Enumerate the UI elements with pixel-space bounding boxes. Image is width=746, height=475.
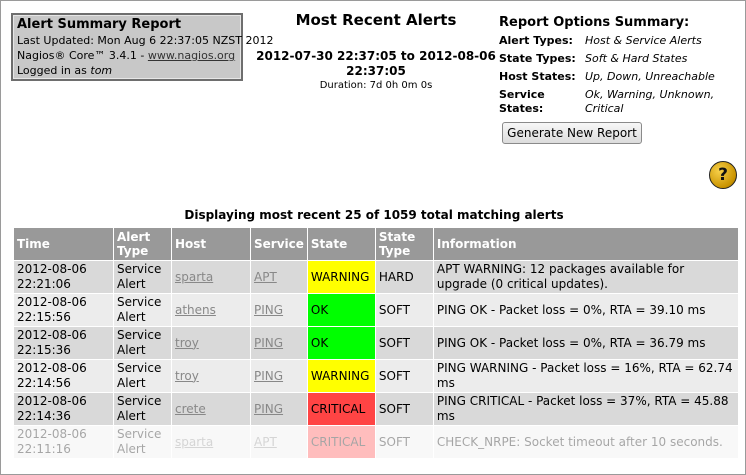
cell-information: PING CRITICAL - Packet loss = 37%, RTA =…: [432, 392, 740, 426]
host-link[interactable]: athens: [171, 293, 251, 327]
cell-time: 2012-08-06 22:14:56: [13, 359, 114, 393]
state-badge: CRITICAL: [306, 425, 376, 459]
option-key: Service States:: [499, 88, 545, 115]
option-row-alert-types: Alert Types: Host & Service Alerts: [499, 34, 739, 48]
results-summary: Displaying most recent 25 of 1059 total …: [184, 208, 564, 222]
table-header-row: Time Alert Type Host Service State State…: [13, 227, 740, 261]
option-value: Host & Service Alerts: [585, 34, 702, 47]
option-key: Host States:: [499, 70, 576, 83]
cell-time: 2012-08-06 22:21:06: [13, 260, 114, 294]
generate-new-report-button[interactable]: Generate New Report: [502, 122, 642, 144]
service-link[interactable]: PING: [250, 359, 308, 393]
table-row: 2012-08-06 22:14:36 Service Alert crete …: [13, 392, 740, 426]
cell-information: PING OK - Packet loss = 0%, RTA = 39.10 …: [432, 293, 740, 327]
state-badge: WARNING: [306, 260, 376, 294]
column-header-information[interactable]: Information: [432, 227, 740, 261]
cell-state-type: SOFT: [374, 359, 434, 393]
cell-alert-type: Service Alert: [113, 425, 172, 459]
duration: Duration: 7d 0h 0m 0s: [319, 80, 433, 91]
column-header-host[interactable]: Host: [171, 227, 251, 261]
cell-state-type: HARD: [374, 260, 434, 294]
help-icon[interactable]: ?: [709, 161, 737, 189]
version-text: Nagios® Core™ 3.4.1 -: [17, 49, 148, 62]
nagios-link[interactable]: www.nagios.org: [147, 49, 236, 62]
option-value: Up, Down, Unreachable: [585, 70, 715, 83]
cell-alert-type: Service Alert: [113, 293, 172, 327]
host-link[interactable]: troy: [171, 326, 251, 360]
cell-time: 2012-08-06 22:15:56: [13, 293, 114, 327]
cell-state-type: SOFT: [374, 425, 434, 459]
cell-time: 2012-08-06 22:14:36: [13, 392, 114, 426]
column-header-service[interactable]: Service: [250, 227, 308, 261]
logged-in-line: Logged in as tom: [17, 63, 237, 78]
logged-in-label: Logged in as: [17, 64, 91, 77]
column-header-alert-type[interactable]: Alert Type: [113, 227, 172, 261]
cell-information: APT WARNING: 12 packages available for u…: [432, 260, 740, 294]
cell-alert-type: Service Alert: [113, 359, 172, 393]
state-badge: WARNING: [306, 359, 376, 393]
cell-state-type: SOFT: [374, 293, 434, 327]
options-title: Report Options Summary:: [499, 15, 690, 30]
state-badge: CRITICAL: [306, 392, 376, 426]
service-link[interactable]: PING: [250, 326, 308, 360]
table-row: 2012-08-06 22:11:16 Service Alert sparta…: [13, 425, 740, 459]
column-header-state[interactable]: State: [306, 227, 376, 261]
option-key: State Types:: [499, 52, 576, 65]
version-line: Nagios® Core™ 3.4.1 - www.nagios.org: [17, 48, 237, 63]
date-range: 2012-07-30 22:37:05 to 2012-08-06 22:37:…: [256, 49, 496, 78]
host-link[interactable]: troy: [171, 359, 251, 393]
page-title: Most Recent Alerts: [295, 11, 457, 29]
table-row: 2012-08-06 22:21:06 Service Alert sparta…: [13, 260, 740, 294]
option-value: Soft & Hard States: [585, 52, 688, 65]
service-link[interactable]: PING: [250, 293, 308, 327]
service-link[interactable]: PING: [250, 392, 308, 426]
host-link[interactable]: sparta: [171, 425, 251, 459]
table-row: 2012-08-06 22:15:36 Service Alert troy P…: [13, 326, 740, 360]
option-row-host-states: Host States: Up, Down, Unreachable: [499, 70, 739, 84]
option-value: Ok, Warning, Unknown, Critical: [585, 88, 715, 115]
cell-alert-type: Service Alert: [113, 326, 172, 360]
column-header-time[interactable]: Time: [13, 227, 114, 261]
last-updated: Last Updated: Mon Aug 6 22:37:05 NZST 20…: [17, 34, 274, 47]
state-badge: OK: [306, 293, 376, 327]
cell-time: 2012-08-06 22:15:36: [13, 326, 114, 360]
cell-information: CHECK_NRPE: Socket timeout after 10 seco…: [432, 425, 740, 459]
username: tom: [90, 64, 113, 77]
state-badge: OK: [306, 326, 376, 360]
cell-alert-type: Service Alert: [113, 392, 172, 426]
alerts-table: Time Alert Type Host Service State State…: [13, 227, 740, 459]
cell-state-type: SOFT: [374, 326, 434, 360]
cell-information: PING OK - Packet loss = 0%, RTA = 36.79 …: [432, 326, 740, 360]
option-row-state-types: State Types: Soft & Hard States: [499, 52, 739, 66]
host-link[interactable]: sparta: [171, 260, 251, 294]
host-link[interactable]: crete: [171, 392, 251, 426]
table-row: 2012-08-06 22:15:56 Service Alert athens…: [13, 293, 740, 327]
info-box: Alert Summary Report Last Updated: Mon A…: [11, 13, 274, 81]
report-options-summary: Report Options Summary: Alert Types: Hos…: [499, 15, 739, 120]
service-link[interactable]: APT: [250, 425, 308, 459]
column-header-state-type[interactable]: State Type: [374, 227, 434, 261]
table-row: 2012-08-06 22:14:56 Service Alert troy P…: [13, 359, 740, 393]
cell-information: PING WARNING - Packet loss = 16%, RTA = …: [432, 359, 740, 393]
cell-time: 2012-08-06 22:11:16: [13, 425, 114, 459]
option-row-service-states: Service States: Ok, Warning, Unknown, Cr…: [499, 88, 739, 116]
report-title: Alert Summary Report: [17, 17, 182, 32]
cell-state-type: SOFT: [374, 392, 434, 426]
option-key: Alert Types:: [499, 34, 573, 47]
report-header: Most Recent Alerts 2012-07-30 22:37:05 t…: [256, 11, 496, 93]
service-link[interactable]: APT: [250, 260, 308, 294]
cell-alert-type: Service Alert: [113, 260, 172, 294]
